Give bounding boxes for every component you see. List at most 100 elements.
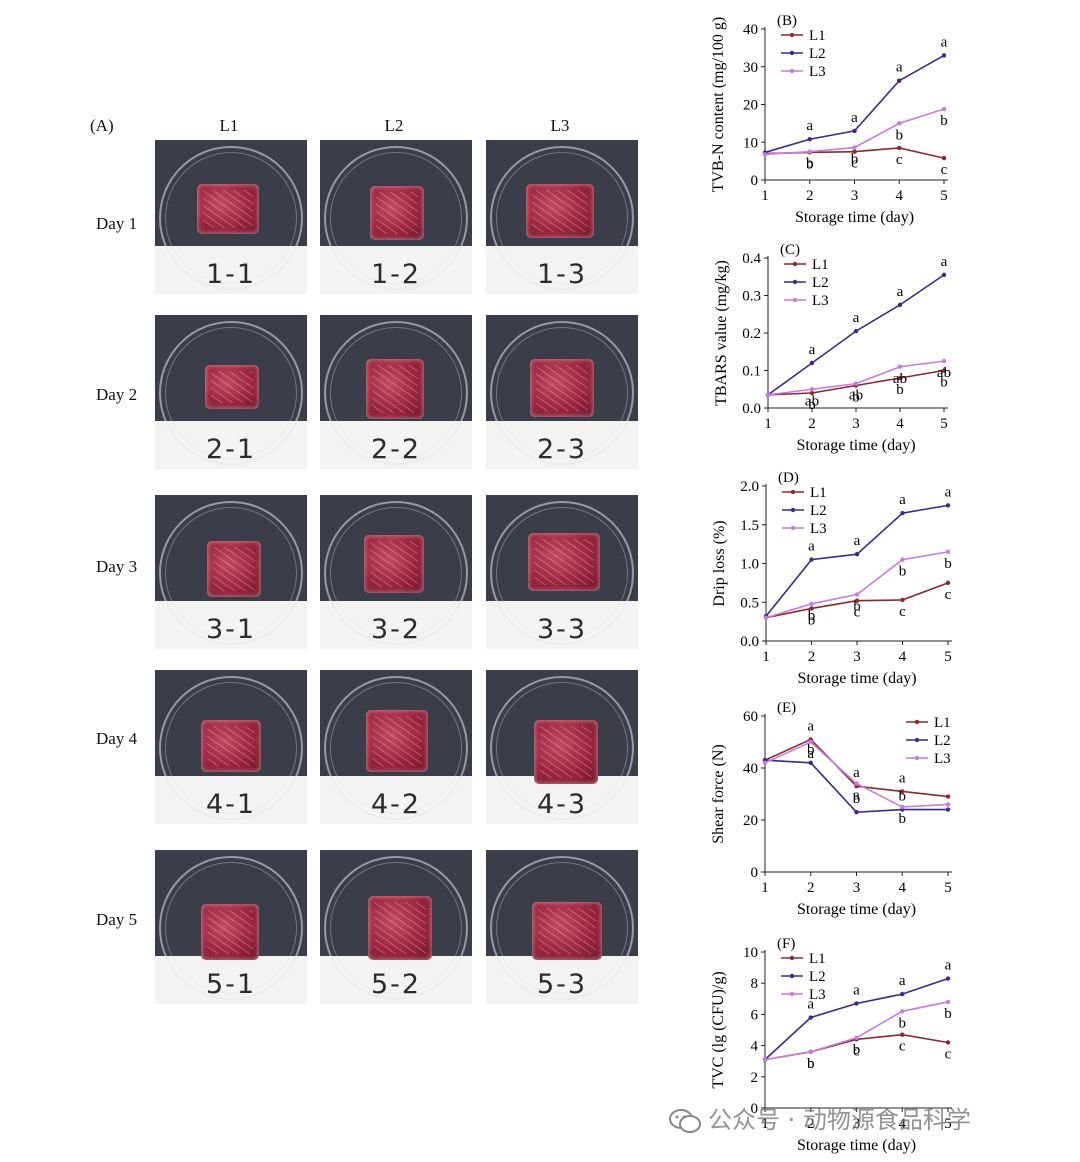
significance-letter: a xyxy=(897,284,904,300)
data-point xyxy=(807,149,812,154)
data-point xyxy=(854,552,860,557)
x-tick-label: 4 xyxy=(899,880,907,896)
petri-dish-rim xyxy=(496,507,628,639)
legend-marker xyxy=(914,719,920,725)
petri-dish-rim xyxy=(496,862,628,994)
data-point xyxy=(854,1001,859,1006)
data-point xyxy=(808,739,813,745)
significance-letter: b xyxy=(899,564,907,580)
petri-dish-rim xyxy=(165,507,297,639)
x-tick-label: 4 xyxy=(896,416,904,432)
data-point xyxy=(945,503,951,508)
y-axis-label: TVC (lg (CFU)/g) xyxy=(710,971,727,1088)
significance-letter: a xyxy=(896,60,903,76)
significance-letter: a xyxy=(854,533,861,549)
data-point xyxy=(945,1040,951,1045)
x-tick-label: 3 xyxy=(853,1116,861,1132)
data-point xyxy=(941,272,947,278)
panel-label: (D) xyxy=(778,470,799,486)
y-tick-label: 0.0 xyxy=(740,634,759,650)
sample-tag: 1-1 xyxy=(205,259,257,290)
y-tick-label: 0.1 xyxy=(742,364,761,380)
meat-sample xyxy=(528,533,600,591)
significance-letter: c xyxy=(899,1039,906,1055)
x-tick-label: 4 xyxy=(899,649,907,665)
data-point xyxy=(900,557,905,562)
legend-marker xyxy=(789,991,795,997)
petri-dish xyxy=(159,501,303,645)
y-tick-label: 1.0 xyxy=(740,557,759,573)
meat-sample-photo: 4-3 xyxy=(486,670,638,824)
data-point xyxy=(852,128,857,134)
y-tick-label: 40 xyxy=(743,22,758,38)
petri-dish xyxy=(490,856,634,1000)
sample-tag: 2-2 xyxy=(370,434,422,465)
petri-dish-rim xyxy=(165,152,297,284)
significance-letter: a xyxy=(945,958,952,974)
data-point xyxy=(809,360,815,366)
significance-letter: c xyxy=(854,605,861,621)
significance-letter: b xyxy=(940,375,948,391)
meat-sample xyxy=(530,359,594,417)
data-point xyxy=(945,549,951,555)
data-point xyxy=(808,1015,813,1020)
x-tick-label: 5 xyxy=(944,880,952,896)
data-point xyxy=(941,53,947,58)
watermark-text: 公众号 · 动物源食品科学 xyxy=(708,1106,971,1134)
meat-sample xyxy=(205,365,259,409)
chart-2: 0.0 0.5 1.0 1.5 2.0 1 2 3 4 5 Storage time (day) Dr… xyxy=(711,470,952,687)
significance-letter: b xyxy=(807,1056,815,1072)
data-point xyxy=(809,557,814,562)
petri-dish xyxy=(324,321,468,465)
significance-letter: b xyxy=(899,789,907,805)
petri-dish xyxy=(490,501,634,645)
x-tick-label: 1 xyxy=(764,416,772,432)
x-tick-label: 4 xyxy=(896,188,904,204)
legend-label: L3 xyxy=(812,293,829,309)
legend-label: L2 xyxy=(934,733,951,749)
meat-sample xyxy=(207,541,261,597)
significance-letter: c xyxy=(851,156,858,172)
data-point xyxy=(809,390,815,396)
chart-0: 0 10 20 30 40 1 2 3 4 5 Storage time (day) TVB-N co… xyxy=(710,13,948,226)
row-label-day4: Day 4 xyxy=(96,729,138,748)
y-tick-label: 0.0 xyxy=(742,401,761,417)
significance-letter: c xyxy=(896,152,903,168)
column-label-l1: L1 xyxy=(219,116,239,135)
y-tick-label: 0 xyxy=(751,1101,759,1117)
petri-dish xyxy=(324,501,468,645)
x-tick-label: 1 xyxy=(761,188,769,204)
meat-sample xyxy=(364,535,424,593)
meat-sample xyxy=(370,186,424,240)
x-axis-label: Storage time (day) xyxy=(797,670,916,687)
series-line-L2 xyxy=(767,274,945,396)
significance-letter: ab xyxy=(893,371,907,387)
sample-tag: 5-2 xyxy=(370,969,422,1000)
y-tick-label: 2 xyxy=(751,1070,759,1086)
meat-sample-photo: 3-1 xyxy=(155,495,307,649)
significance-letter: a xyxy=(807,746,814,762)
data-point xyxy=(941,368,947,373)
significance-letter: a xyxy=(945,484,952,500)
significance-letter: b xyxy=(940,113,948,129)
sample-tag: 5-3 xyxy=(536,969,588,1000)
significance-letter: b xyxy=(807,742,815,758)
data-point xyxy=(763,615,769,620)
legend-marker xyxy=(789,32,795,38)
sample-tag: 3-1 xyxy=(205,614,257,645)
panel-label: (C) xyxy=(780,242,800,258)
meat-sample xyxy=(532,902,602,960)
data-point xyxy=(853,381,859,386)
meat-sample-photo: 4-2 xyxy=(320,670,472,824)
data-point xyxy=(900,789,905,794)
significance-letter: a xyxy=(853,982,860,998)
x-tick-label: 1 xyxy=(761,880,769,896)
significance-letter: a xyxy=(806,118,813,134)
meat-sample-photo: 2-2 xyxy=(320,315,472,469)
significance-letter: a xyxy=(853,765,860,781)
x-tick-label: 3 xyxy=(853,880,861,896)
x-tick-label: 4 xyxy=(899,1116,907,1132)
meat-sample-photo: 2-3 xyxy=(486,315,638,469)
x-axis-label: Storage time (day) xyxy=(797,1137,916,1154)
meat-sample-photo: 1-3 xyxy=(486,140,638,294)
